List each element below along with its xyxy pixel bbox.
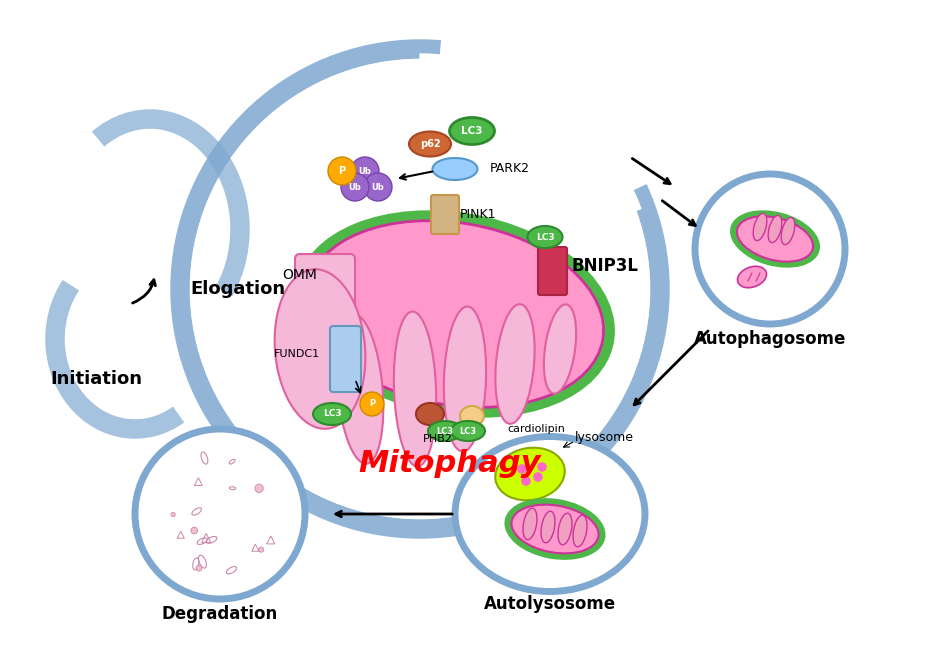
Text: LC3: LC3 bbox=[460, 426, 477, 435]
Ellipse shape bbox=[455, 437, 645, 591]
Circle shape bbox=[364, 173, 392, 201]
Text: OMM: OMM bbox=[283, 268, 318, 282]
Ellipse shape bbox=[191, 527, 197, 534]
Text: P: P bbox=[369, 400, 375, 408]
Ellipse shape bbox=[428, 421, 462, 441]
Ellipse shape bbox=[495, 448, 565, 500]
Ellipse shape bbox=[297, 212, 613, 416]
Text: P: P bbox=[338, 166, 346, 176]
Ellipse shape bbox=[393, 312, 436, 467]
Circle shape bbox=[533, 472, 543, 482]
Text: PHB2: PHB2 bbox=[423, 434, 453, 444]
Wedge shape bbox=[420, 54, 641, 289]
Ellipse shape bbox=[558, 513, 572, 545]
Circle shape bbox=[518, 464, 527, 474]
Text: cardiolipin: cardiolipin bbox=[507, 424, 565, 434]
Ellipse shape bbox=[306, 221, 604, 408]
Ellipse shape bbox=[196, 565, 202, 571]
Ellipse shape bbox=[512, 505, 598, 554]
Text: Ub: Ub bbox=[358, 167, 372, 175]
Circle shape bbox=[341, 173, 369, 201]
Text: LC3: LC3 bbox=[322, 410, 341, 419]
Circle shape bbox=[328, 157, 356, 185]
Ellipse shape bbox=[460, 406, 484, 426]
Ellipse shape bbox=[171, 513, 175, 517]
Circle shape bbox=[351, 157, 379, 185]
Circle shape bbox=[190, 59, 650, 519]
Ellipse shape bbox=[496, 304, 535, 424]
Circle shape bbox=[360, 392, 384, 416]
Text: LC3: LC3 bbox=[536, 232, 555, 241]
Ellipse shape bbox=[444, 306, 486, 452]
Text: BNIP3L: BNIP3L bbox=[572, 257, 639, 275]
Text: LC3: LC3 bbox=[436, 426, 453, 435]
Text: p62: p62 bbox=[420, 139, 440, 149]
Ellipse shape bbox=[451, 421, 485, 441]
Wedge shape bbox=[420, 35, 651, 289]
Ellipse shape bbox=[313, 403, 351, 425]
Text: Degradation: Degradation bbox=[162, 605, 278, 623]
Ellipse shape bbox=[731, 212, 819, 267]
Text: PARK2: PARK2 bbox=[490, 162, 530, 175]
Ellipse shape bbox=[768, 215, 782, 243]
Text: Elogation: Elogation bbox=[190, 280, 285, 298]
Text: PINK1: PINK1 bbox=[460, 208, 497, 221]
Text: Ub: Ub bbox=[349, 182, 361, 191]
Circle shape bbox=[521, 476, 531, 486]
Ellipse shape bbox=[505, 499, 605, 559]
Ellipse shape bbox=[544, 304, 576, 393]
Ellipse shape bbox=[781, 217, 794, 245]
FancyBboxPatch shape bbox=[538, 247, 567, 295]
Ellipse shape bbox=[432, 158, 478, 180]
Text: LC3: LC3 bbox=[462, 126, 483, 136]
Ellipse shape bbox=[527, 226, 562, 248]
Text: FUNDC1: FUNDC1 bbox=[274, 349, 320, 359]
Ellipse shape bbox=[753, 214, 767, 241]
FancyBboxPatch shape bbox=[295, 254, 355, 404]
Ellipse shape bbox=[573, 515, 587, 547]
Ellipse shape bbox=[416, 403, 444, 425]
Text: Autophagosome: Autophagosome bbox=[694, 330, 847, 348]
Circle shape bbox=[538, 462, 547, 472]
Ellipse shape bbox=[449, 117, 495, 145]
Ellipse shape bbox=[275, 269, 365, 429]
Circle shape bbox=[695, 174, 845, 324]
Ellipse shape bbox=[738, 266, 767, 288]
Text: Initiation: Initiation bbox=[50, 370, 142, 388]
Text: Autolysosome: Autolysosome bbox=[483, 595, 616, 613]
Ellipse shape bbox=[255, 484, 264, 493]
Circle shape bbox=[135, 429, 305, 599]
Ellipse shape bbox=[541, 511, 555, 543]
FancyBboxPatch shape bbox=[330, 326, 361, 392]
Text: lysosome: lysosome bbox=[575, 430, 634, 443]
Ellipse shape bbox=[409, 132, 451, 156]
Ellipse shape bbox=[337, 314, 383, 464]
Ellipse shape bbox=[259, 547, 264, 552]
Ellipse shape bbox=[737, 216, 813, 262]
Text: Ub: Ub bbox=[372, 182, 384, 191]
Text: Mitophagy: Mitophagy bbox=[358, 450, 541, 478]
Ellipse shape bbox=[523, 508, 537, 540]
FancyBboxPatch shape bbox=[431, 195, 459, 234]
